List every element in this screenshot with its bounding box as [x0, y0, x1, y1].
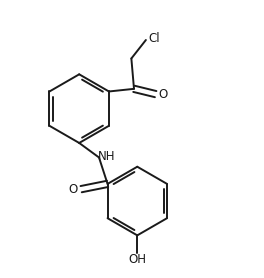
Text: O: O	[69, 183, 78, 196]
Text: Cl: Cl	[149, 32, 161, 45]
Text: O: O	[158, 88, 167, 101]
Text: OH: OH	[128, 254, 146, 266]
Text: NH: NH	[98, 150, 115, 163]
